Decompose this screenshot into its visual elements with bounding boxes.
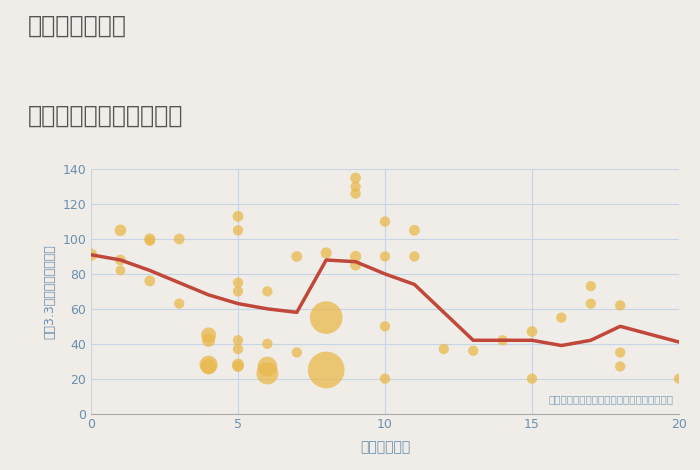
Point: [144, 237, 155, 244]
Point: [526, 375, 538, 383]
Point: [232, 288, 244, 295]
Point: [174, 300, 185, 307]
Point: [291, 349, 302, 356]
Point: [321, 366, 332, 374]
Point: [262, 370, 273, 377]
Point: [615, 363, 626, 370]
Point: [350, 190, 361, 197]
Point: [232, 227, 244, 234]
Point: [379, 253, 391, 260]
Point: [497, 337, 508, 344]
Point: [291, 253, 302, 260]
Point: [232, 361, 244, 368]
Point: [115, 266, 126, 274]
Point: [85, 251, 97, 258]
Point: [144, 277, 155, 285]
Point: [321, 314, 332, 321]
Point: [615, 302, 626, 309]
Point: [232, 363, 244, 370]
Point: [350, 253, 361, 260]
Point: [321, 249, 332, 257]
Point: [673, 375, 685, 383]
Point: [350, 174, 361, 182]
Text: 兵庫県砥堀駅の: 兵庫県砥堀駅の: [28, 14, 127, 38]
Point: [262, 340, 273, 347]
Point: [409, 227, 420, 234]
Point: [556, 314, 567, 321]
Text: 駅距離別中古戸建て価格: 駅距離別中古戸建て価格: [28, 103, 183, 127]
Point: [232, 212, 244, 220]
Point: [350, 183, 361, 190]
Y-axis label: 坪（3.3㎡）単価（万円）: 坪（3.3㎡）単価（万円）: [43, 244, 57, 339]
Point: [379, 218, 391, 225]
Point: [262, 288, 273, 295]
Text: 円の大きさは、取引のあった物件面積を示す: 円の大きさは、取引のあった物件面積を示す: [548, 394, 673, 404]
Point: [468, 347, 479, 354]
Point: [379, 322, 391, 330]
Point: [232, 279, 244, 286]
Point: [409, 253, 420, 260]
Point: [144, 235, 155, 243]
Point: [585, 300, 596, 307]
Point: [115, 256, 126, 264]
Point: [174, 235, 185, 243]
Point: [115, 227, 126, 234]
Point: [585, 282, 596, 290]
X-axis label: 駅距離（分）: 駅距離（分）: [360, 440, 410, 454]
Point: [232, 337, 244, 344]
Point: [350, 261, 361, 269]
Point: [438, 345, 449, 353]
Point: [379, 375, 391, 383]
Point: [203, 331, 214, 339]
Point: [203, 361, 214, 368]
Point: [232, 345, 244, 353]
Point: [615, 349, 626, 356]
Point: [203, 363, 214, 370]
Point: [526, 328, 538, 335]
Point: [203, 337, 214, 344]
Point: [262, 363, 273, 370]
